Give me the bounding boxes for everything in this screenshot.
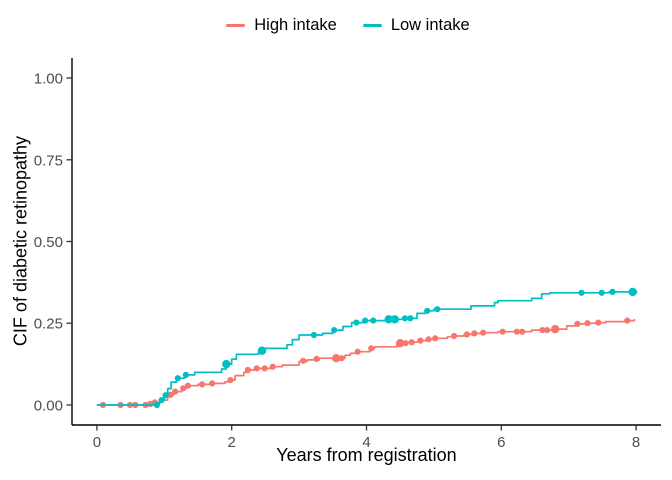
censor-marker-low-intake [598,289,605,296]
censor-marker-high-intake [408,339,415,346]
censor-marker-high-intake [584,320,591,327]
censor-marker-high-intake [471,330,478,337]
censor-marker-high-intake [425,336,432,343]
y-tick-label: 0.50 [34,234,63,251]
legend-key-low-intake-icon [362,23,382,27]
censor-marker-low-intake [370,317,377,324]
censor-marker-high-intake [451,332,458,340]
legend-item-high-intake: High intake [226,17,337,34]
censor-marker-high-intake [499,328,506,335]
censor-marker-high-intake [513,328,520,335]
x-axis-title: Years from registration [276,445,457,465]
series-high-intake [96,317,636,409]
censor-marker-low-intake [353,319,360,326]
censor-marker-low-intake [153,401,160,409]
censor-marker-high-intake [551,324,560,334]
censor-marker-low-intake [390,315,399,324]
censor-marker-high-intake [300,357,307,364]
x-tick-label: 2 [228,434,236,451]
censor-marker-high-intake [269,363,276,370]
censor-marker-low-intake [628,287,637,297]
censor-marker-low-intake [257,346,267,355]
censor-marker-low-intake [162,392,169,399]
step-curve-low-intake [96,291,638,406]
y-axis-ticks: 0.00 0.25 0.50 0.75 1.00 [34,71,72,415]
y-tick-label: 0.00 [34,398,63,415]
censor-marker-high-intake [354,348,361,355]
censor-marker-high-intake [209,380,216,387]
censor-marker-low-intake [331,327,338,334]
censor-marker-high-intake [574,320,581,327]
y-tick-label: 0.75 [34,152,63,169]
censor-marker-low-intake [158,397,165,404]
censor-marker-low-intake [362,317,369,324]
censor-marker-low-intake [384,315,393,324]
censor-marker-low-intake [424,307,431,314]
censor-marker-high-intake [253,365,260,372]
censor-marker-high-intake [167,391,174,398]
censor-marker-high-intake [338,355,345,362]
x-axis-ticks: 0 2 4 6 8 [93,425,640,451]
legend-key-high-intake-icon [226,23,246,27]
censor-marker-high-intake [180,385,187,392]
censor-marker-high-intake [519,328,526,335]
censor-marker-high-intake [544,327,551,334]
x-tick-label: 6 [497,434,505,451]
y-tick-label: 1.00 [34,71,63,88]
censor-marker-high-intake [417,337,424,344]
legend-label-high-intake: High intake [254,16,337,34]
censor-marker-high-intake [368,345,375,352]
censor-marker-high-intake [402,340,409,347]
censor-marker-low-intake [182,371,189,378]
censor-marker-low-intake [407,315,414,322]
censor-marker-high-intake [539,327,546,334]
censor-marker-high-intake [480,329,487,336]
censor-marker-high-intake [332,354,341,363]
censor-marker-low-intake [174,375,181,382]
censor-marker-low-intake [310,331,317,339]
censor-marker-high-intake [227,377,234,384]
legend: High intake Low intake [12,17,672,34]
censor-marker-low-intake [401,315,408,322]
censor-marker-high-intake [244,366,251,374]
y-tick-label: 0.25 [34,316,63,333]
censor-marker-high-intake [199,381,206,388]
legend-item-low-intake: Low intake [362,16,470,34]
censor-marker-low-intake [578,289,585,296]
censor-marker-high-intake [172,388,179,395]
censor-marker-high-intake [184,382,191,389]
legend-label-low-intake: Low intake [390,16,470,34]
censor-marker-low-intake [609,288,616,295]
x-tick-label: 8 [632,434,640,451]
x-tick-label: 4 [362,434,370,451]
censor-marker-high-intake [396,339,405,348]
x-tick-label: 0 [93,434,101,451]
series-low-intake [96,287,638,409]
censor-marker-high-intake [595,319,602,326]
censor-marker-low-intake [222,359,231,369]
censor-marker-high-intake [624,317,631,324]
censor-marker-high-intake [463,331,470,338]
censor-marker-high-intake [432,335,439,342]
censor-marker-high-intake [261,365,268,372]
censor-marker-low-intake [434,306,441,313]
censor-marker-high-intake [313,355,320,362]
